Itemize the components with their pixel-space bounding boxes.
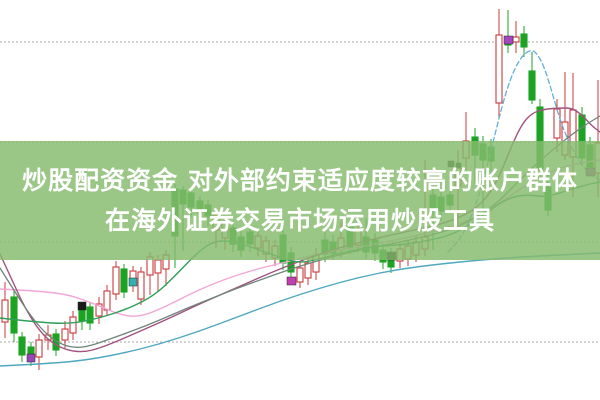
signal-marker [286, 276, 297, 286]
candle-body [86, 306, 94, 324]
candle-body [137, 271, 145, 300]
candle-body [1, 299, 9, 323]
candle-body [553, 108, 561, 139]
headline-banner: 炒股配资资金 对外部约束适应度较高的账户群体 在海外证券交易市场运用炒股工具 [0, 141, 600, 260]
signal-marker [503, 35, 514, 45]
candle-body [495, 34, 503, 104]
candle-body [512, 36, 520, 43]
candle-body [296, 267, 304, 283]
signal-marker [26, 353, 36, 363]
candle-body [78, 308, 86, 322]
candle-body [103, 290, 111, 311]
candle-body [95, 303, 103, 317]
headline-line-1: 炒股配资资金 对外部约束适应度较高的账户群体 [22, 166, 578, 195]
signal-marker [128, 277, 138, 287]
candle-body [69, 316, 77, 334]
candle-body [35, 339, 43, 358]
candle-body [520, 33, 528, 48]
candle-body [304, 262, 312, 279]
candle-body [154, 259, 162, 274]
candle-body [10, 296, 18, 334]
candle-body [18, 336, 26, 356]
candle-body [528, 70, 536, 101]
signal-marker [77, 301, 87, 311]
candle-body [112, 266, 120, 295]
headline-line-2: 在海外证券交易市场运用炒股工具 [104, 206, 495, 235]
candle-body [61, 328, 69, 341]
candle-body [120, 268, 128, 293]
